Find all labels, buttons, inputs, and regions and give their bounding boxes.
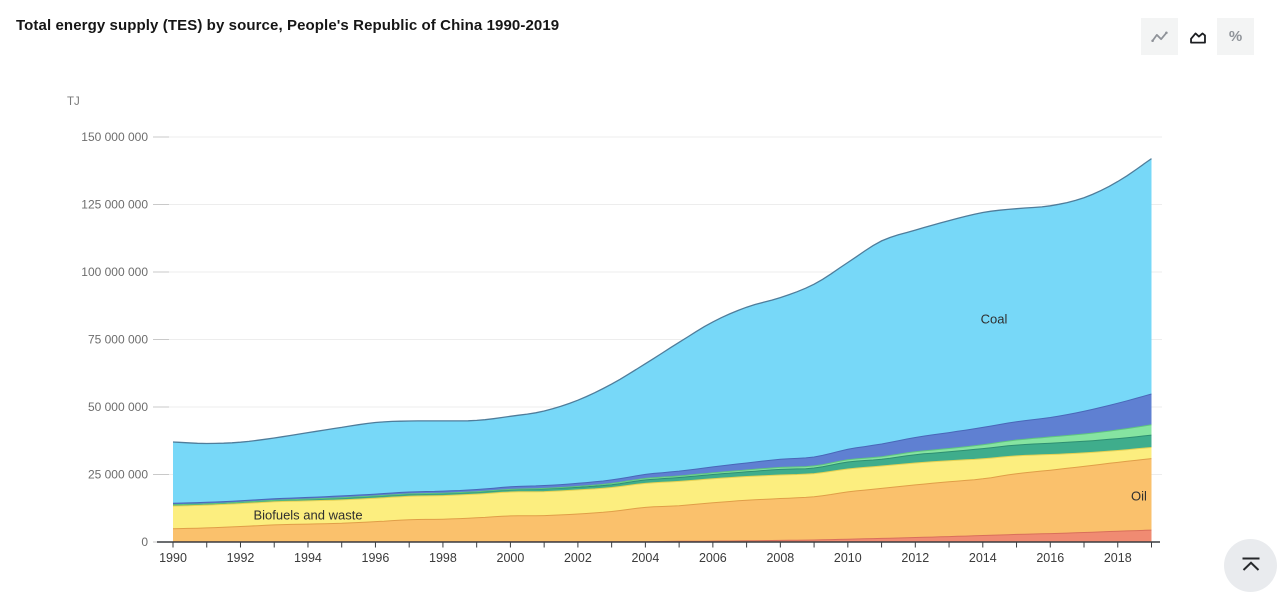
- area-coal[interactable]: [173, 158, 1152, 504]
- x-axis: 1990 1992 1994 1996 1998 2000 2002 2004 2006 2008…: [157, 541, 1160, 565]
- series-label-oil: Oil: [1131, 488, 1147, 504]
- area-wind-solar[interactable]: [173, 530, 1152, 542]
- x-tick-label: 2002: [564, 551, 592, 565]
- series-label-coal: Coal: [980, 311, 1008, 327]
- x-tick-label: 2004: [631, 551, 659, 565]
- y-tick-label: 50 000 000: [88, 400, 148, 414]
- chart-type-toolbar: %: [1141, 18, 1254, 55]
- x-tick-label: 2010: [834, 551, 862, 565]
- y-tick-label: 100 000 000: [81, 265, 148, 279]
- line-chart-icon: [1151, 28, 1168, 45]
- y-tick-label: 75 000 000: [88, 333, 148, 347]
- y-tick-label: 0: [141, 535, 148, 549]
- x-tick-label: 1996: [362, 551, 390, 565]
- scroll-to-top-button[interactable]: [1224, 539, 1277, 592]
- x-tick-label: 2006: [699, 551, 727, 565]
- y-tick-label: 150 000 000: [81, 130, 148, 144]
- line-chart-toggle[interactable]: [1141, 18, 1178, 55]
- chart-title: Total energy supply (TES) by source, Peo…: [16, 17, 560, 34]
- series-label-biofuels: Biofuels and waste: [253, 507, 363, 523]
- area-edge-biofuels: [172, 447, 1152, 507]
- area-chart-icon: [1189, 28, 1207, 46]
- area-edge-oil: [172, 458, 1152, 530]
- x-tick-label: 2016: [1036, 551, 1064, 565]
- x-tick-label: 2012: [901, 551, 929, 565]
- percent-icon: %: [1228, 28, 1243, 45]
- x-tick-label: 2014: [969, 551, 997, 565]
- area-edge-natural-gas: [172, 393, 1152, 504]
- area-oil[interactable]: [173, 458, 1152, 542]
- x-tick-label: 1998: [429, 551, 457, 565]
- area-biofuels[interactable]: [173, 447, 1152, 529]
- x-tick-label: 2018: [1104, 551, 1132, 565]
- area-edge-coal: [172, 158, 1152, 445]
- x-tick-label: 1994: [294, 551, 322, 565]
- y-tick-label: 25 000 000: [88, 468, 148, 482]
- x-tick-label: 2008: [766, 551, 794, 565]
- y-axis-unit-label: TJ: [67, 96, 80, 108]
- x-tick-label: 1992: [227, 551, 255, 565]
- x-tick-label: 1990: [159, 551, 187, 565]
- y-tick-label: 125 000 000: [81, 198, 148, 212]
- x-tick-label: 2000: [497, 551, 525, 565]
- area-edge-nuclear: [172, 424, 1152, 506]
- percent-toggle[interactable]: %: [1217, 18, 1254, 55]
- collapse-up-icon: [1239, 552, 1263, 579]
- stacked-areas: [173, 158, 1152, 542]
- area-chart-toggle[interactable]: [1179, 18, 1216, 55]
